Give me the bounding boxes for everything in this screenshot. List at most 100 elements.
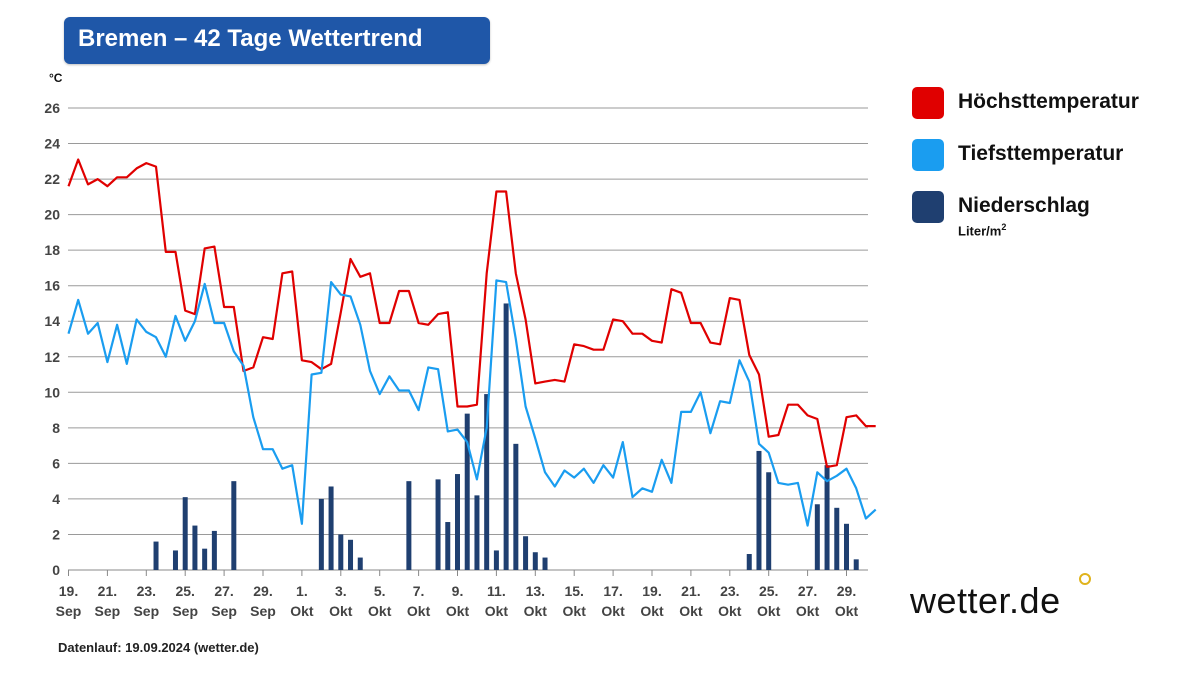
precipitation-bar <box>756 450 762 570</box>
legend-label-min-temp: Tiefsttemperatur <box>958 142 1124 165</box>
y-tick-label: 0 <box>52 562 60 578</box>
x-tick-label-month: Sep <box>250 603 276 619</box>
precipitation-bar <box>523 536 529 570</box>
precipitation-bars <box>153 303 859 570</box>
x-tick-label-day: 21. <box>681 583 700 599</box>
legend-unit-text: Liter/m <box>958 223 1002 239</box>
x-tick-label-month: Sep <box>95 603 121 619</box>
min-temp-line <box>67 279 877 527</box>
grid-lines <box>68 107 868 571</box>
precipitation-bar <box>338 534 344 570</box>
x-tick-label-month: Okt <box>563 603 587 619</box>
y-tick-label: 2 <box>52 526 60 542</box>
legend-swatch-min-temp <box>912 139 944 171</box>
logo-sun-icon <box>1079 573 1091 585</box>
legend-swatch-max-temp <box>912 87 944 119</box>
precipitation-bar <box>435 479 441 570</box>
x-tick-label-day: 25. <box>759 583 778 599</box>
precipitation-bar <box>172 550 178 570</box>
x-tick-label-month: Sep <box>133 603 159 619</box>
x-tick-label-day: 23. <box>137 583 156 599</box>
x-tick-label-month: Okt <box>290 603 314 619</box>
precipitation-bar <box>474 495 480 570</box>
wetter-de-logo: wetter.de <box>910 580 1061 621</box>
x-tick-label-day: 17. <box>603 583 622 599</box>
x-tick-label-day: 29. <box>253 583 272 599</box>
x-tick-label-day: 5. <box>374 583 386 599</box>
x-tick-label-day: 15. <box>564 583 583 599</box>
precipitation-bar <box>192 525 198 570</box>
y-tick-label: 8 <box>52 420 60 436</box>
legend-item-max-temp: Höchsttemperatur <box>912 84 1192 136</box>
x-tick-label-month: Okt <box>601 603 625 619</box>
precipitation-bar <box>503 303 509 570</box>
x-tick-label-day: 3. <box>335 583 347 599</box>
precipitation-bar <box>513 443 519 570</box>
x-tick-label-month: Sep <box>211 603 237 619</box>
x-tick-label-month: Okt <box>796 603 820 619</box>
precipitation-bar <box>766 472 772 570</box>
x-tick-label-month: Sep <box>56 603 82 619</box>
precipitation-bar <box>853 559 859 570</box>
precipitation-bar <box>357 557 363 570</box>
precipitation-bar <box>455 474 460 570</box>
x-tick-label-month: Okt <box>757 603 781 619</box>
x-tick-label-day: 21. <box>98 583 117 599</box>
precipitation-bar <box>824 465 830 570</box>
legend-unit-precipitation: Liter/m2 <box>958 222 1006 238</box>
y-tick-label: 4 <box>52 491 60 507</box>
legend-label-precipitation: Niederschlag <box>958 194 1090 217</box>
x-tick-label-day: 19. <box>59 583 78 599</box>
chart-title-box: Bremen – 42 Tage Wettertrend <box>64 17 490 64</box>
x-tick-label-day: 9. <box>452 583 464 599</box>
y-tick-label: 18 <box>44 242 60 258</box>
data-run-note: Datenlauf: 19.09.2024 (wetter.de) <box>58 640 259 655</box>
x-tick-label-day: 13. <box>526 583 545 599</box>
y-tick-label: 12 <box>44 349 60 365</box>
x-axis: 19. Sep 21. Sep 23. Sep 25. Sep 27. Sep 29. Sep 1. Ok… <box>56 570 859 619</box>
y-tick-label: 6 <box>52 455 60 471</box>
y-tick-label: 14 <box>44 313 60 329</box>
precipitation-bar <box>445 522 451 570</box>
x-tick-label-month: Sep <box>172 603 198 619</box>
x-tick-label-day: 25. <box>175 583 194 599</box>
x-tick-label-month: Okt <box>329 603 353 619</box>
precipitation-bar <box>153 541 159 570</box>
precipitation-bar <box>484 394 490 570</box>
legend-swatch-precipitation <box>912 191 944 223</box>
legend-item-precipitation: Niederschlag Liter/m2 <box>912 188 1192 240</box>
y-tick-label: 16 <box>44 278 60 294</box>
max-temp-line <box>67 158 876 468</box>
precipitation-bar <box>318 498 324 570</box>
x-tick-label-day: 23. <box>720 583 739 599</box>
x-tick-label-month: Okt <box>718 603 742 619</box>
x-tick-label-month: Okt <box>446 603 470 619</box>
precipitation-bar <box>231 481 237 570</box>
x-tick-label-day: 27. <box>798 583 817 599</box>
precipitation-bar <box>814 504 820 570</box>
legend-label-max-temp: Höchsttemperatur <box>958 90 1139 113</box>
precipitation-bar <box>464 413 470 570</box>
y-tick-label: 26 <box>44 100 60 116</box>
precipitation-bar <box>493 550 499 570</box>
legend-item-min-temp: Tiefsttemperatur <box>912 136 1192 188</box>
legend: Höchsttemperatur Tiefsttemperatur Nieder… <box>912 84 1192 240</box>
precipitation-bar <box>202 548 208 570</box>
precipitation-bar <box>542 557 548 570</box>
x-tick-label-day: 7. <box>413 583 425 599</box>
x-tick-label-day: 27. <box>214 583 233 599</box>
precipitation-bar <box>182 497 188 570</box>
chart-title: Bremen – 42 Tage Wettertrend <box>78 25 423 52</box>
precipitation-bar <box>746 554 752 570</box>
y-tick-label: 22 <box>44 171 60 187</box>
y-tick-label: 20 <box>44 207 60 223</box>
precipitation-bar <box>834 507 840 570</box>
x-tick-label-day: 29. <box>837 583 856 599</box>
x-tick-label-month: Okt <box>524 603 548 619</box>
precipitation-bar <box>328 486 334 570</box>
precipitation-bar <box>211 530 217 570</box>
x-tick-label-day: 19. <box>642 583 661 599</box>
y-tick-label: 24 <box>44 136 60 152</box>
